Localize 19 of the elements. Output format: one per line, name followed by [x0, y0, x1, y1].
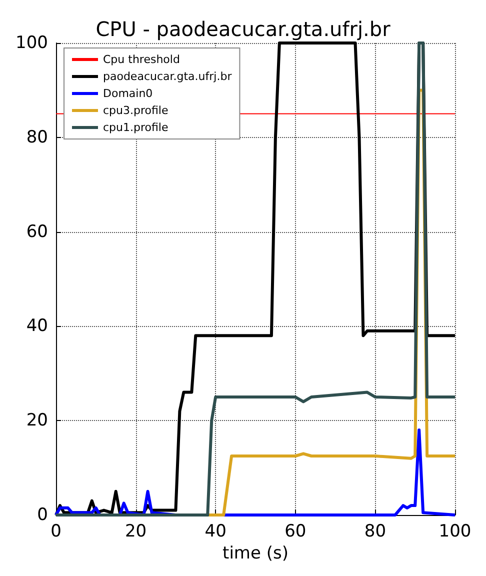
x-tick-label: 20 [124, 522, 147, 542]
x-tick-label: 60 [284, 522, 306, 542]
y-tick-label: 60 [26, 222, 48, 242]
x-tick-label: 0 [50, 522, 62, 542]
x-axis-title: time (s) [222, 543, 288, 564]
legend-label: cpu1.profile [103, 121, 168, 134]
chart-title: CPU - paodeacucar.gta.ufrj.br [96, 17, 392, 41]
legend-label: paodeacucar.gta.ufrj.br [103, 70, 232, 83]
legend-label: Domain0 [103, 87, 153, 100]
y-tick-label: 0 [37, 505, 48, 525]
x-tick-label: 80 [364, 522, 386, 542]
x-tick-label: 40 [204, 522, 226, 542]
y-tick-label: 80 [26, 127, 48, 148]
y-tick-label: 20 [26, 410, 48, 431]
legend-label: Cpu threshold [103, 53, 180, 66]
legend-label: cpu3.profile [103, 104, 168, 117]
x-tick-label: 100 [438, 522, 472, 542]
y-tick-label: 100 [16, 33, 48, 53]
y-tick-label: 40 [26, 316, 48, 336]
